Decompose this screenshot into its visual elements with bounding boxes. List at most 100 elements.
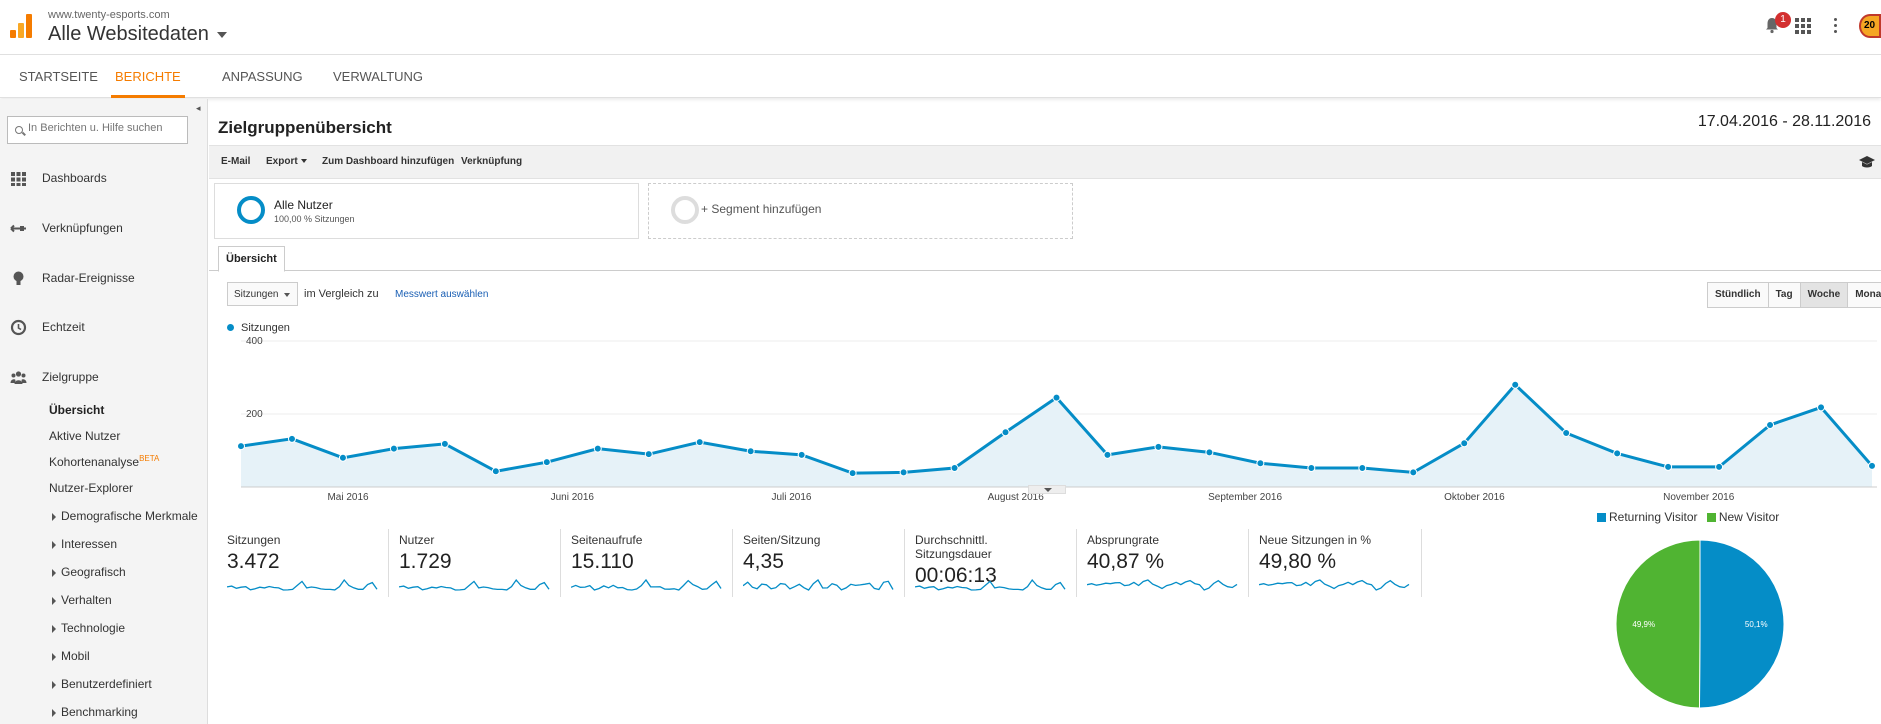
x-tick-label: November 2016 (1663, 492, 1735, 503)
sidebar-sub-interessen[interactable]: Interessen (52, 537, 117, 551)
property-selector[interactable]: Alle Websitedaten (48, 23, 227, 46)
people-icon (10, 371, 27, 384)
data-point (1409, 468, 1418, 477)
pie-slice (1698, 539, 1785, 709)
more-vert-icon[interactable] (1834, 18, 1838, 34)
sidebar-sub-label: Kohortenanalyse (49, 455, 140, 469)
sidebar-sub-uebersicht[interactable]: Übersicht (49, 403, 105, 417)
series-area (241, 384, 1872, 487)
metric-new-sessions[interactable]: Neue Sitzungen in % 49,80 % (1248, 529, 1410, 597)
search-input[interactable] (28, 122, 183, 134)
tab-berichte[interactable]: BERICHTE (111, 55, 185, 98)
data-point (1664, 462, 1673, 471)
y-tick-label: 400 (246, 336, 263, 347)
email-button[interactable]: E-Mail (221, 156, 251, 167)
metric-pages-per-session[interactable]: Seiten/Sitzung 4,35 (732, 529, 894, 597)
search-box[interactable] (7, 116, 188, 144)
sparkline (227, 578, 378, 591)
sessions-line-chart[interactable]: 200 400 Mai 2016 Juni 2016 Juli 2016 August 2… (222, 331, 1877, 506)
expand-arrow-icon (52, 540, 56, 549)
x-tick-label: Mai 2016 (327, 492, 369, 503)
apps-grid-icon[interactable] (1795, 18, 1811, 34)
segment-ring-icon (671, 196, 699, 224)
period-month[interactable]: Monat (1847, 282, 1881, 308)
sidebar-item-dashboards[interactable]: Dashboards (0, 163, 208, 193)
metric-bounce-rate[interactable]: Absprungrate 40,87 % (1076, 529, 1238, 597)
tab-uebersicht[interactable]: Übersicht (218, 246, 285, 272)
segment-all-users[interactable]: Alle Nutzer 100,00 % Sitzungen (214, 183, 639, 239)
expand-arrow-icon (52, 512, 56, 521)
metric-value: 49,80 % (1259, 550, 1337, 573)
data-point (1001, 428, 1010, 437)
main-nav: STARTSEITE BERICHTE ANPASSUNG VERWALTUNG (0, 55, 1881, 98)
data-point (1154, 442, 1163, 451)
pie-slice-label: 50,1% (1745, 620, 1768, 629)
legend-label-new[interactable]: New Visitor (1718, 510, 1780, 524)
period-week[interactable]: Woche (1799, 282, 1849, 308)
compare-label: im Vergleich zu (304, 288, 379, 300)
sparkline-path (571, 578, 722, 591)
sidebar-sub-nutzer-explorer[interactable]: Nutzer-Explorer (49, 481, 134, 495)
metric-value: 1.729 (399, 550, 452, 573)
metric-label: Nutzer (399, 533, 435, 547)
select-metric-link[interactable]: Messwert auswählen (395, 289, 489, 300)
data-point (848, 469, 857, 478)
expand-arrow-icon (52, 624, 56, 633)
metric-label: Absprungrate (1087, 533, 1160, 547)
metric-pageviews[interactable]: Seitenaufrufe 15.110 (560, 529, 722, 597)
avatar[interactable]: 20 (1859, 14, 1881, 38)
legend-label-returning[interactable]: Returning Visitor (1609, 510, 1698, 524)
data-point (440, 439, 449, 448)
data-point (1715, 462, 1724, 471)
sidebar-item-radar[interactable]: Radar-Ereignisse (0, 263, 208, 293)
sidebar-sub-benchmarking[interactable]: Benchmarking (52, 705, 138, 719)
visitor-type-pie-chart[interactable]: 50,1% 49,9% (1615, 539, 1785, 709)
date-range-picker[interactable]: 17.04.2016 - 28.11.2016 (1697, 113, 1871, 130)
metric-value: 00:06:13 (915, 564, 997, 587)
sidebar-sub-demografie[interactable]: Demografische Merkmale (52, 509, 198, 523)
data-point (1460, 439, 1469, 448)
sidebar-sub-kohortenanalyse[interactable]: KohortenanalyseBETA (49, 454, 159, 469)
metric-avg-session-duration[interactable]: Durchschnittl. Sitzungsdauer 00:06:13 (904, 529, 1066, 597)
metric-users[interactable]: Nutzer 1.729 (388, 529, 550, 597)
metrics-divider (1421, 529, 1422, 597)
sidebar-sub-mobil[interactable]: Mobil (52, 649, 90, 663)
sidebar-sub-verhalten[interactable]: Verhalten (52, 593, 112, 607)
sparkline-path (1087, 579, 1238, 591)
sidebar-item-verknuepfungen[interactable]: Verknüpfungen (0, 213, 208, 243)
sidebar-item-echtzeit[interactable]: Echtzeit (0, 312, 208, 342)
add-to-dashboard-button[interactable]: Zum Dashboard hinzufügen (322, 156, 455, 167)
pie-slice (1615, 539, 1701, 709)
tab-verwaltung[interactable]: VERWALTUNG (333, 69, 424, 84)
graduation-cap-icon[interactable] (1858, 154, 1876, 170)
metric-value: 3.472 (227, 550, 280, 573)
top-header: www.twenty-esports.com Alle Websitedaten… (0, 0, 1881, 55)
shortcut-button[interactable]: Verknüpfung (461, 156, 523, 167)
metrics-row: Sitzungen 3.472 Nutzer 1.729 Seitenaufru… (227, 529, 1427, 597)
chart-expand-handle[interactable] (1028, 485, 1066, 494)
segment-ring-icon (237, 196, 265, 224)
metric-select[interactable]: Sitzungen (227, 282, 298, 306)
sparkline-path (399, 578, 550, 591)
period-day[interactable]: Tag (1767, 282, 1801, 308)
sidebar-sub-geografisch[interactable]: Geografisch (52, 565, 126, 579)
sidebar-sub-benutzerdefiniert[interactable]: Benutzerdefiniert (52, 677, 152, 691)
data-point (1052, 393, 1061, 402)
tab-anpassung[interactable]: ANPASSUNG (222, 69, 303, 84)
data-point (899, 468, 908, 477)
data-point (491, 467, 500, 476)
expand-arrow-icon (52, 596, 56, 605)
period-hourly[interactable]: Stündlich (1707, 282, 1769, 308)
sidebar-item-zielgruppe[interactable]: Zielgruppe (0, 362, 208, 392)
analytics-logo-icon[interactable] (10, 14, 34, 38)
metric-label: Seitenaufrufe (571, 533, 643, 547)
sidebar-sub-technologie[interactable]: Technologie (52, 621, 125, 635)
data-point (542, 458, 551, 467)
export-button[interactable]: Export (266, 156, 307, 167)
tab-startseite[interactable]: STARTSEITE (19, 69, 98, 84)
metric-sessions[interactable]: Sitzungen 3.472 (227, 529, 382, 597)
data-point (644, 450, 653, 459)
collapse-sidebar-icon[interactable]: ◂ (196, 103, 201, 113)
sidebar-sub-aktive-nutzer[interactable]: Aktive Nutzer (49, 429, 121, 443)
add-segment-button[interactable]: + Segment hinzufügen (648, 183, 1073, 239)
